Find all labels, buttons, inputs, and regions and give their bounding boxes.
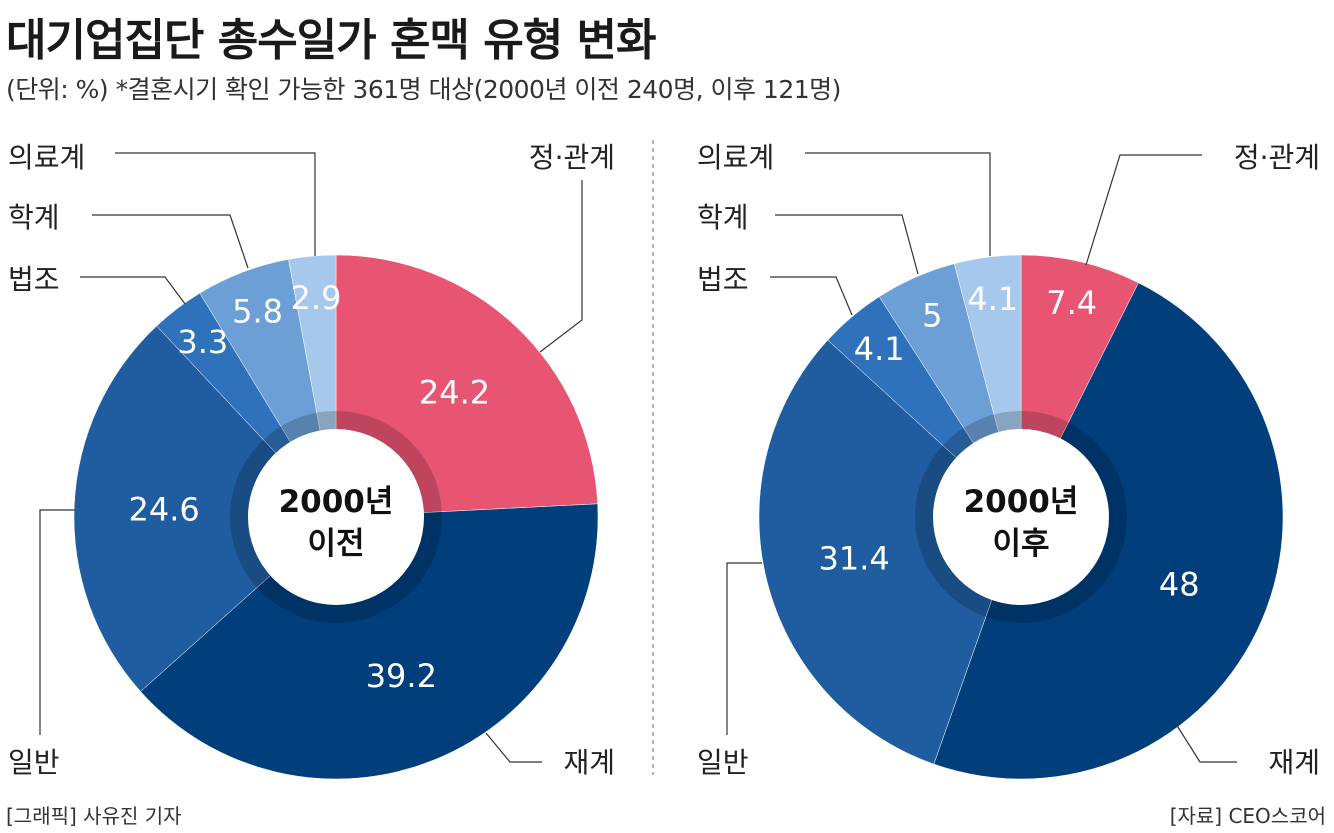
leader-line — [775, 214, 919, 275]
slice-재계 — [933, 282, 1284, 780]
category-label: 일반 — [8, 746, 60, 779]
leader-line — [39, 509, 75, 735]
category-label: 재계 — [1268, 746, 1320, 779]
value-label: 24.2 — [419, 373, 490, 411]
leader-line — [726, 562, 762, 735]
value-label: 4.1 — [967, 280, 1018, 318]
chart-title: 대기업집단 총수일가 혼맥 유형 변화 — [6, 15, 656, 66]
center-label: 이전 — [307, 526, 364, 562]
center-label: 이후 — [992, 526, 1049, 562]
donut-hole — [933, 429, 1109, 605]
value-label: 31.4 — [819, 540, 890, 578]
footer-source: [자료] CEO스코어 — [1169, 804, 1326, 828]
value-label: 4.1 — [854, 330, 905, 368]
category-label: 정·관계 — [1234, 141, 1320, 174]
category-label: 학계 — [8, 201, 60, 234]
leader-line — [539, 180, 583, 353]
slice-일반 — [73, 325, 337, 692]
leader-line — [80, 276, 186, 305]
category-label: 의료계 — [697, 141, 774, 174]
leader-line — [770, 276, 853, 316]
slice-정·관계 — [335, 254, 598, 518]
footer-credit: [그래픽] 사유진 기자 — [6, 804, 182, 828]
leader-line — [1175, 723, 1237, 763]
slice-일반 — [758, 339, 1022, 765]
slice-재계 — [140, 503, 599, 780]
leader-line — [115, 152, 316, 256]
leader-line — [92, 214, 249, 269]
value-label: 2.9 — [291, 279, 342, 317]
value-label: 24.6 — [129, 490, 200, 528]
value-label: 5 — [922, 297, 942, 335]
value-label: 48 — [1159, 565, 1200, 603]
value-label: 7.4 — [1046, 284, 1097, 322]
category-label: 정·관계 — [529, 141, 615, 174]
category-label: 법조 — [697, 263, 749, 296]
donut-chart-0: 24.2 정·관계 39.2 재계 24.6 일반 3.3 법조 5.8 학계 2.9 의료계 2000… — [8, 141, 615, 780]
category-label: 일반 — [697, 746, 749, 779]
center-label: 2000년 — [279, 484, 394, 520]
value-label: 39.2 — [366, 657, 437, 695]
donut-hole — [248, 429, 424, 605]
value-label: 5.8 — [232, 292, 283, 330]
center-label: 2000년 — [964, 484, 1079, 520]
category-label: 학계 — [697, 201, 749, 234]
category-label: 법조 — [8, 263, 60, 296]
value-label: 3.3 — [177, 323, 228, 361]
leader-line — [1085, 154, 1202, 266]
leader-line — [485, 732, 542, 763]
category-label: 의료계 — [8, 141, 85, 174]
leader-line — [805, 152, 991, 256]
category-label: 재계 — [563, 746, 615, 779]
chart-subtitle: (단위: %) *결혼시기 확인 가능한 361명 대상(2000년 이전 24… — [6, 75, 841, 104]
